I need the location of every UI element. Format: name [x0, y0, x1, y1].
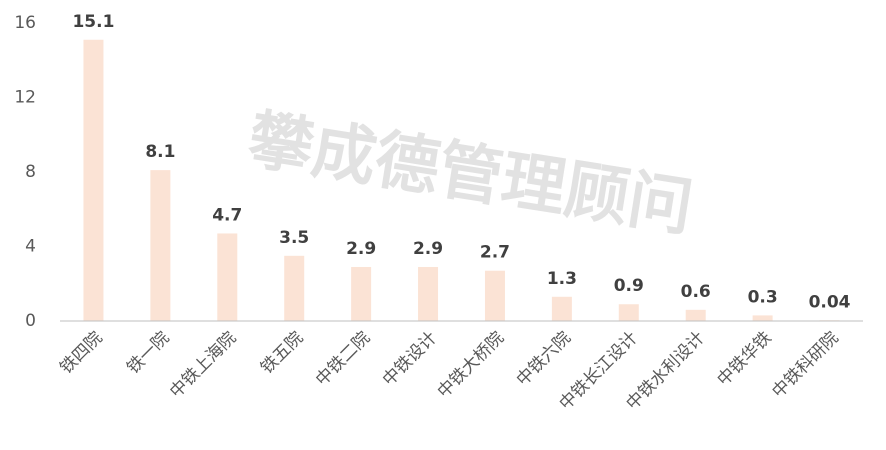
x-tick-label: 中铁二院: [312, 328, 374, 390]
bar: [618, 304, 639, 321]
y-tick-label: 16: [14, 13, 36, 33]
bar: [752, 315, 773, 321]
x-tick-label: 中铁科研院: [768, 328, 842, 402]
x-tick-label: 铁一院: [123, 328, 173, 378]
value-label: 15.1: [72, 12, 114, 32]
bar: [551, 296, 572, 321]
value-label: 0.04: [809, 292, 851, 312]
y-tick-label: 8: [25, 162, 36, 182]
value-label: 3.5: [279, 228, 309, 248]
bar: [284, 255, 305, 321]
y-tick-label: 12: [14, 88, 36, 108]
watermark: 攀成德管理顾问: [244, 103, 698, 246]
y-tick-label: 0: [25, 311, 36, 331]
bar: [83, 39, 104, 321]
bar: [418, 266, 439, 321]
value-label: 2.9: [413, 239, 443, 259]
value-label: 8.1: [145, 142, 175, 162]
value-label: 0.3: [748, 287, 778, 307]
y-tick-label: 4: [25, 237, 36, 257]
x-tick-label: 中铁六院: [513, 328, 575, 390]
value-label: 1.3: [547, 269, 577, 289]
x-tick-label: 铁五院: [257, 328, 307, 378]
value-label: 0.6: [681, 282, 711, 302]
bar: [685, 309, 706, 321]
value-label: 2.7: [480, 243, 510, 263]
x-tick-label: 中铁设计: [379, 328, 441, 390]
x-tick-label: 中铁上海院: [166, 328, 240, 402]
value-label: 0.9: [614, 276, 644, 296]
bar: [150, 170, 171, 321]
x-tick-label: 铁四院: [56, 328, 106, 378]
bar: [484, 270, 505, 321]
bar: [351, 266, 372, 321]
x-tick-label: 中铁华铁: [713, 328, 775, 390]
value-label: 4.7: [212, 205, 242, 225]
bar: [217, 233, 238, 321]
value-label: 2.9: [346, 239, 376, 259]
x-tick-label: 中铁大桥院: [434, 328, 508, 402]
